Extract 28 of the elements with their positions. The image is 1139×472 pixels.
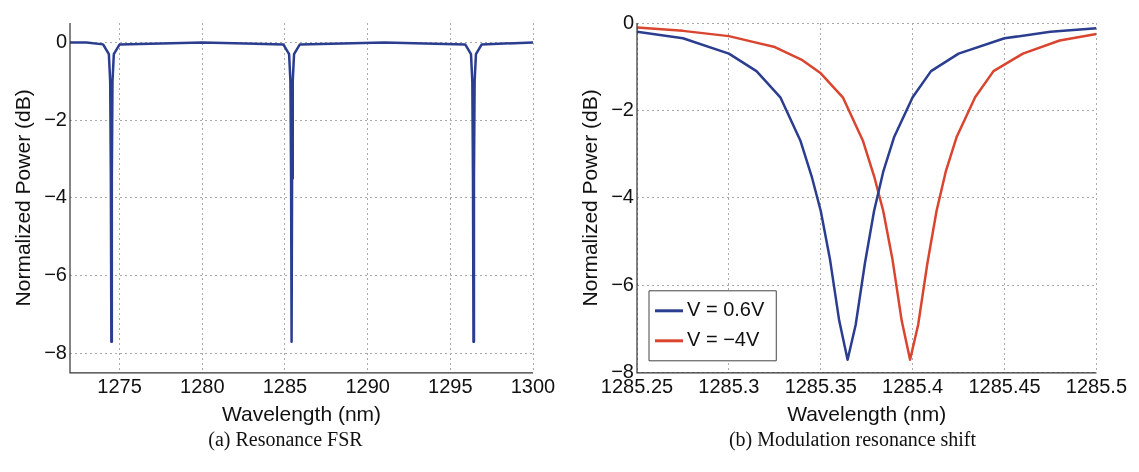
- x-tick-label: 1290: [345, 375, 390, 398]
- x-tick-label: 1280: [180, 375, 225, 398]
- x-tick-label: 1295: [428, 375, 473, 398]
- y-tick-label: −4: [611, 185, 634, 208]
- x-tick-label: 1285: [262, 375, 308, 398]
- x-tick-label: 1285.3: [698, 375, 760, 398]
- x-tick-label: 1285.4: [882, 375, 944, 398]
- y-tick-label: 0: [622, 10, 634, 33]
- y-tick-label: −2: [611, 97, 634, 120]
- x-tick-label: 1285.5: [1065, 375, 1127, 398]
- x-tick-label: 1285.35: [784, 375, 857, 398]
- y-tick-label: −2: [44, 107, 67, 130]
- text: (b) Modulation resonance shift: [727, 428, 978, 451]
- legend-label: V = 0.6V: [687, 298, 765, 321]
- y-tick-label: −6: [44, 263, 67, 286]
- y-tick-label: −6: [611, 272, 634, 295]
- y-axis-title: Normalized Power (dB): [578, 89, 602, 307]
- y-axis-title: Normalized Power (dB): [11, 89, 35, 307]
- x-tick-label: 1275: [97, 375, 142, 398]
- y-tick-label: −8: [44, 340, 67, 363]
- y-tick-label: −4: [44, 185, 67, 208]
- x-tick-label: 1300: [510, 375, 556, 398]
- x-axis-title: Wavelength (nm): [787, 402, 947, 426]
- x-tick-label: 1285.45: [968, 375, 1041, 398]
- legend-label: V = −4V: [687, 328, 760, 351]
- x-axis-title: Wavelength (nm): [221, 402, 382, 426]
- text: (a) Resonance FSR: [207, 428, 364, 451]
- y-tick-label: 0: [55, 29, 67, 52]
